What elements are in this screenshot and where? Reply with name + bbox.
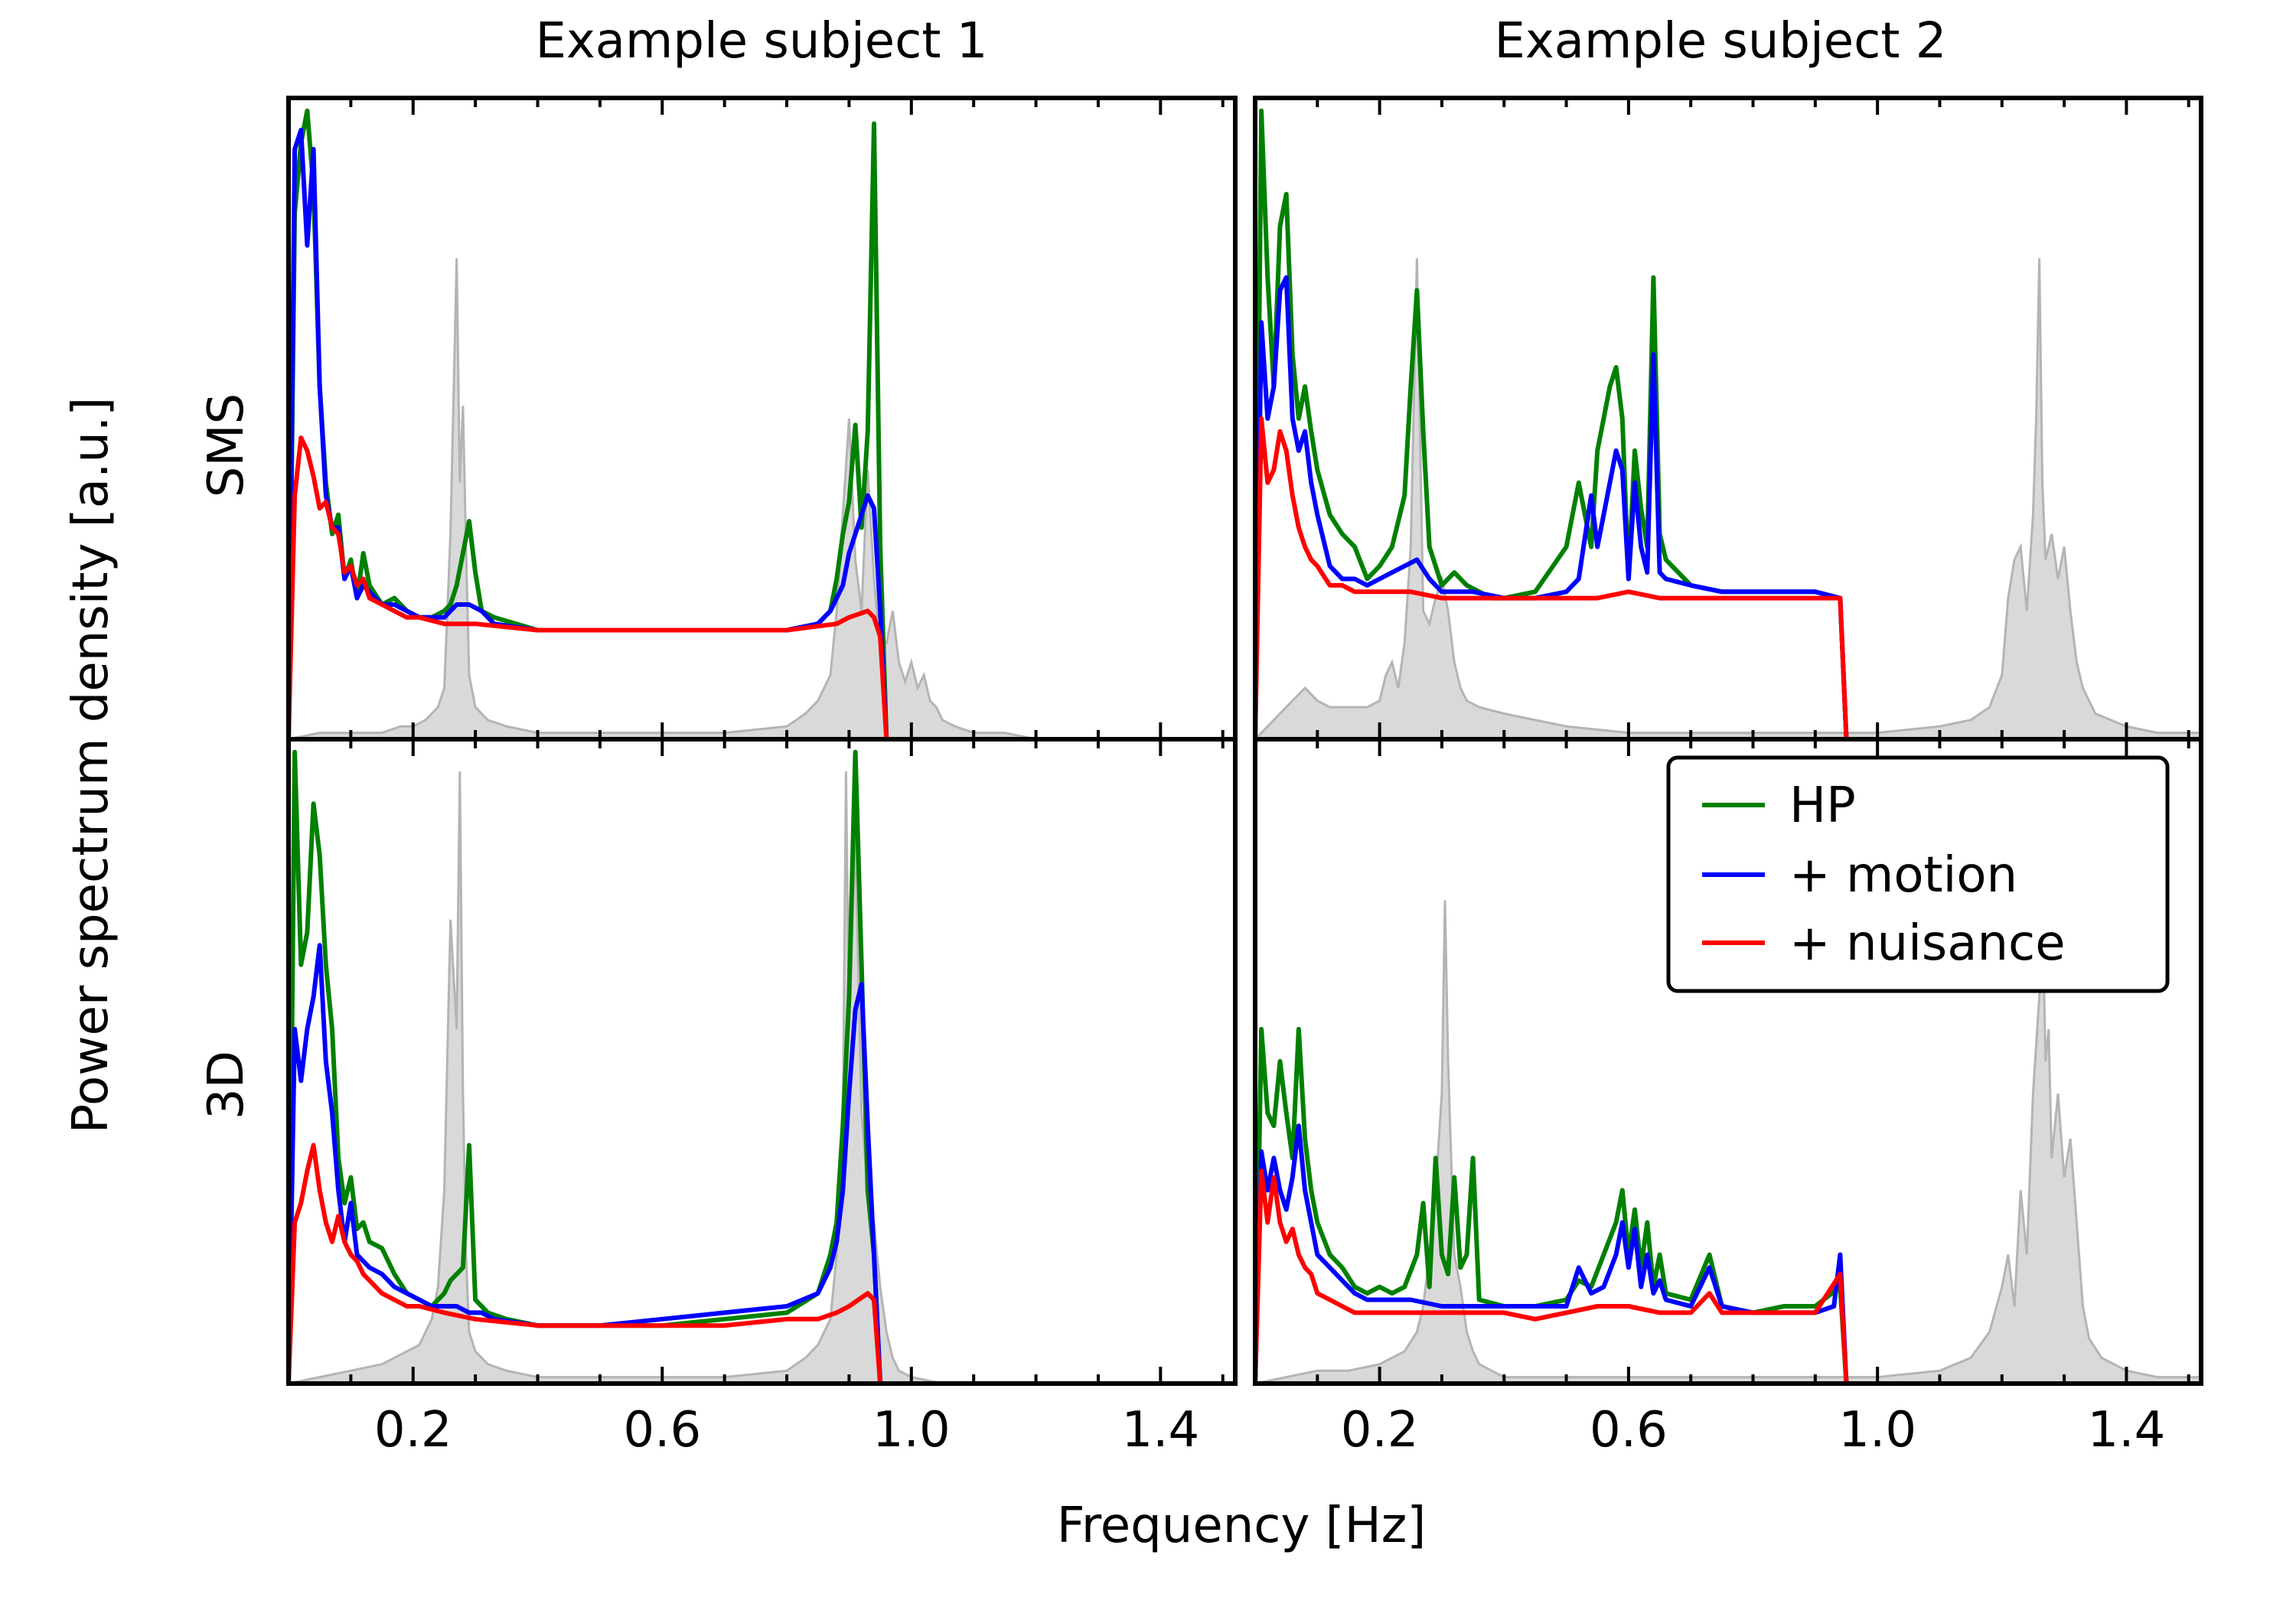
plot-area — [289, 749, 1235, 1384]
series-nuisance-line — [1255, 1169, 1849, 1384]
col-title-subject-2: Example subject 2 — [1494, 13, 1946, 70]
x-tick-label: 0.2 — [1341, 1402, 1419, 1459]
series-nuisance-line — [289, 435, 889, 739]
panel-3d-subject-2 — [1253, 737, 2203, 1386]
x-tick-labels: 0.2 0.6 1.0 1.4 0.2 0.6 1.0 1.4 — [374, 1402, 2165, 1459]
series-hp-line — [1255, 108, 1849, 739]
x-tick-label: 0.2 — [374, 1402, 452, 1459]
series-hp-line — [1255, 1026, 1849, 1384]
x-tick-label: 0.6 — [623, 1402, 701, 1459]
panel-frame — [286, 737, 1238, 1386]
panel-sms-subject-1 — [286, 96, 1238, 742]
plot-area — [1255, 108, 2201, 739]
series-nuisance-line — [1255, 416, 1849, 739]
panel-frame — [1253, 737, 2203, 1386]
plot-area — [289, 108, 1235, 739]
series-hp-line — [289, 749, 883, 1384]
panel-sms-subject-2 — [1253, 96, 2203, 742]
series-motion-line — [1255, 275, 1849, 739]
y-axis-label: Power spectrum density [a.u.] — [63, 397, 119, 1133]
x-tick-label: 1.4 — [2088, 1402, 2166, 1459]
panel-3d-subject-1 — [286, 737, 1238, 1386]
x-axis-label: Frequency [Hz] — [1057, 1498, 1427, 1554]
x-ticks — [1316, 739, 2190, 1384]
x-tick-label: 1.4 — [1121, 1402, 1199, 1459]
series-hp-line — [289, 108, 889, 739]
legend: HP + motion + nuisance — [1666, 755, 2170, 993]
series-motion-line — [1255, 1123, 1849, 1384]
series-reference-area — [289, 258, 1235, 739]
x-tick-label: 0.6 — [1590, 1402, 1668, 1459]
col-title-subject-1: Example subject 1 — [535, 13, 987, 70]
x-ticks — [349, 98, 1225, 739]
legend-label-nuisance: + nuisance — [1789, 915, 2066, 972]
column-titles: Example subject 1 Example subject 2 — [535, 13, 1946, 70]
series-reference-area — [1255, 258, 2201, 739]
legend-frame — [1666, 755, 2170, 993]
series-nuisance-line — [289, 1143, 883, 1384]
row-labels: SMS 3D — [198, 393, 255, 1120]
row-label-3d: 3D — [198, 1051, 255, 1120]
row-label-sms: SMS — [198, 393, 255, 497]
legend-label-hp: HP — [1789, 777, 1856, 834]
series-motion-line — [289, 943, 883, 1384]
x-tick-label: 1.0 — [872, 1402, 951, 1459]
x-ticks — [349, 739, 1225, 1384]
panels — [286, 96, 2203, 1386]
panel-frame — [286, 96, 1238, 742]
legend-label-motion: + motion — [1789, 847, 2017, 904]
plot-area — [1255, 900, 2201, 1384]
series-reference-area — [289, 771, 1235, 1384]
x-tick-label: 1.0 — [1838, 1402, 1916, 1459]
series-motion-line — [289, 127, 889, 739]
